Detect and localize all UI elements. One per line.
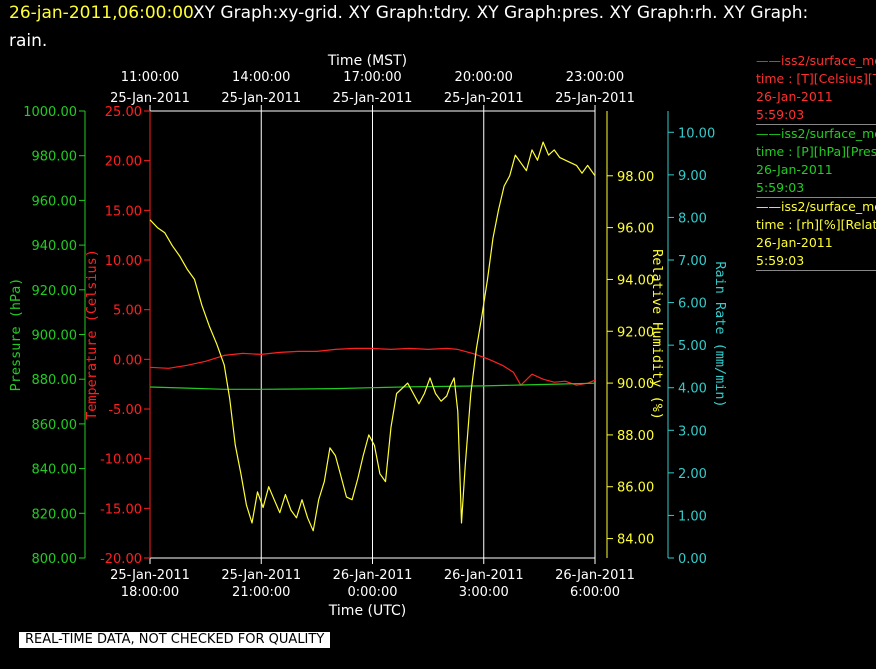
x-tick-label-bottom-time: 0:00:00	[347, 585, 397, 600]
humidity-tick-label: 96.00	[617, 222, 654, 237]
rain-tick-label: 4.00	[678, 382, 707, 397]
pressure-tick-label: 820.00	[32, 507, 78, 522]
graph-title-continued: rain.	[9, 31, 48, 51]
humidity-tick-label: 94.00	[617, 273, 654, 288]
legend-entry-humidity: ——iss2/surface_me time : [rh][%][Relati …	[756, 198, 876, 271]
x-tick-label-top-date: 25-Jan-2011	[221, 91, 301, 106]
graph-title: XY Graph:xy-grid. XY Graph:tdry. XY Grap…	[193, 3, 809, 23]
legend: ——iss2/surface_me time : [T][Celsius][T …	[756, 52, 876, 271]
legend-series-name: ——iss2/surface_me	[756, 199, 876, 214]
x-tick-label-top-time: 23:00:00	[566, 70, 624, 85]
legend-series-time: 5:59:03	[756, 180, 805, 195]
rain-tick-label: 3.00	[678, 424, 707, 439]
x-tick-label-bottom-date: 25-Jan-2011	[110, 568, 190, 583]
rain-tick-label: 8.00	[678, 211, 707, 226]
rain-tick-label: 1.00	[678, 509, 707, 524]
pressure-tick-label: 960.00	[32, 194, 78, 209]
rain-tick-label: 7.00	[678, 254, 707, 269]
graph-timestamp: 26-jan-2011,06:00:00	[9, 3, 194, 23]
legend-series-name: ——iss2/surface_me	[756, 53, 876, 68]
rain-tick-label: 0.00	[678, 552, 707, 567]
quality-warning: REAL-TIME DATA, NOT CHECKED FOR QUALITY	[19, 632, 331, 648]
legend-series-date: 26-Jan-2011	[756, 235, 833, 250]
x-tick-label-bottom-date: 25-Jan-2011	[221, 568, 301, 583]
pressure-tick-label: 900.00	[32, 329, 78, 344]
humidity-tick-label: 86.00	[617, 481, 654, 496]
legend-series-time: 5:59:03	[756, 107, 805, 122]
legend-series-units: time : [T][Celsius][T	[756, 71, 876, 86]
humidity-tick-label: 90.00	[617, 377, 654, 392]
temperature-axis-title: Temperature (Celsius)	[84, 249, 100, 420]
rain-tick-label: 9.00	[678, 169, 707, 184]
x-tick-label-top-time: 14:00:00	[232, 70, 290, 85]
humidity-tick-label: 98.00	[617, 170, 654, 185]
legend-series-date: 26-Jan-2011	[756, 89, 833, 104]
x-tick-label-bottom-date: 26-Jan-2011	[444, 568, 524, 583]
x-tick-label-bottom-date: 26-Jan-2011	[555, 568, 635, 583]
temperature-tick-label: 20.00	[105, 155, 142, 170]
x-tick-label-bottom-time: 18:00:00	[121, 585, 179, 600]
temperature-tick-label: 5.00	[113, 304, 142, 319]
legend-series-name: ——iss2/surface_me	[756, 126, 876, 141]
pressure-tick-label: 800.00	[32, 552, 78, 567]
x-tick-label-top-time: 17:00:00	[343, 70, 401, 85]
rain-tick-label: 2.00	[678, 467, 707, 482]
temperature-tick-label: -5.00	[108, 403, 142, 418]
temperature-tick-label: 0.00	[113, 353, 142, 368]
rain-tick-label: 10.00	[678, 126, 715, 141]
pressure-tick-label: 880.00	[32, 373, 78, 388]
x-tick-label-top-date: 25-Jan-2011	[333, 91, 413, 106]
x-tick-label-top-date: 25-Jan-2011	[555, 91, 635, 106]
x-tick-label-bottom-time: 6:00:00	[570, 585, 620, 600]
pressure-tick-label: 1000.00	[23, 105, 77, 120]
temperature-tick-label: -10.00	[100, 453, 142, 468]
legend-series-units: time : [P][hPa][Pres	[756, 144, 876, 159]
pressure-tick-label: 980.00	[32, 150, 78, 165]
legend-entry-pressure: ——iss2/surface_me time : [P][hPa][Pres 2…	[756, 125, 876, 198]
x-axis-title-bottom: Time (UTC)	[328, 603, 406, 619]
x-tick-label-top-time: 20:00:00	[455, 70, 513, 85]
x-tick-label-top-date: 25-Jan-2011	[444, 91, 524, 106]
temperature-tick-label: 10.00	[105, 254, 142, 269]
humidity-tick-label: 84.00	[617, 533, 654, 548]
series-line-humidity	[149, 141, 596, 532]
humidity-tick-label: 92.00	[617, 325, 654, 340]
humidity-tick-label: 88.00	[617, 429, 654, 444]
x-tick-label-bottom-time: 3:00:00	[459, 585, 509, 600]
x-tick-label-top-date: 25-Jan-2011	[110, 91, 190, 106]
pressure-axis-title: Pressure (hPa)	[8, 278, 24, 392]
temperature-tick-label: 15.00	[105, 204, 142, 219]
legend-entry-temperature: ——iss2/surface_me time : [T][Celsius][T …	[756, 52, 876, 125]
x-axis-title-top: Time (MST)	[327, 53, 407, 69]
pressure-tick-label: 860.00	[32, 418, 78, 433]
legend-series-date: 26-Jan-2011	[756, 162, 833, 177]
pressure-tick-label: 840.00	[32, 463, 78, 478]
rain-tick-label: 6.00	[678, 297, 707, 312]
humidity-axis-title: Relative Humidity (%)	[649, 249, 665, 420]
temperature-tick-label: -20.00	[100, 552, 142, 567]
x-tick-label-bottom-date: 26-Jan-2011	[333, 568, 413, 583]
series-line-pressure	[149, 382, 596, 390]
x-tick-label-bottom-time: 21:00:00	[232, 585, 290, 600]
legend-series-units: time : [rh][%][Relati	[756, 217, 876, 232]
rain-axis-title: Rain Rate (mm/min)	[712, 261, 728, 407]
pressure-tick-label: 920.00	[32, 284, 78, 299]
temperature-tick-label: -15.00	[100, 502, 142, 517]
rain-tick-label: 5.00	[678, 339, 707, 354]
series-line-temperature	[149, 347, 596, 386]
temperature-tick-label: 25.00	[105, 105, 142, 120]
x-tick-label-top-time: 11:00:00	[121, 70, 179, 85]
legend-series-time: 5:59:03	[756, 253, 805, 268]
pressure-tick-label: 940.00	[32, 239, 78, 254]
